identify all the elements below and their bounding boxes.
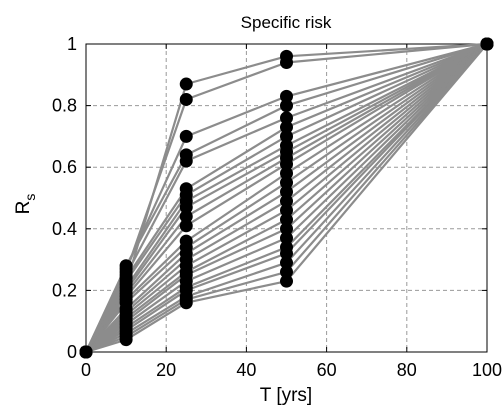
- data-point: [280, 203, 293, 217]
- data-point: [280, 213, 293, 227]
- data-point: [280, 240, 293, 254]
- data-point: [280, 111, 293, 125]
- data-point: [119, 265, 133, 279]
- data-point: [280, 194, 293, 208]
- data-point: [280, 231, 293, 245]
- data-point: [280, 222, 293, 236]
- y-axis-label: Rs: [13, 194, 38, 215]
- chart-title: Specific risk: [241, 13, 332, 32]
- data-point: [179, 234, 193, 248]
- data-point: [179, 77, 193, 91]
- data-point: [179, 92, 193, 106]
- y-tick-label: 1: [67, 34, 77, 54]
- y-tick-label: 0.8: [52, 96, 77, 116]
- x-tick-labels: 0 20 40 60 80 100: [81, 360, 502, 380]
- axis-ticks: [85, 43, 488, 353]
- x-tick-label: 40: [236, 360, 256, 380]
- data-point: [280, 265, 293, 279]
- x-tick-label: 80: [397, 360, 417, 380]
- data-point: [280, 89, 293, 103]
- data-point: [480, 37, 494, 51]
- data-point: [280, 49, 293, 63]
- y-tick-labels: 0 0.2 0.4 0.6 0.8 1: [52, 34, 77, 362]
- data-point: [280, 256, 293, 270]
- data-point: [179, 182, 193, 196]
- data-point: [280, 120, 293, 134]
- x-axis-label: T [yrs]: [260, 385, 312, 406]
- data-point: [280, 176, 293, 190]
- y-tick-label: 0.2: [52, 280, 77, 300]
- data-point: [179, 148, 193, 162]
- data-point: [179, 209, 193, 223]
- x-tick-label: 100: [472, 360, 502, 380]
- data-point: [280, 166, 293, 180]
- y-tick-label: 0.4: [52, 219, 77, 239]
- y-tick-label: 0.6: [52, 157, 77, 177]
- data-point: [280, 99, 293, 113]
- y-tick-label: 0: [67, 342, 77, 362]
- data-point: [280, 139, 293, 153]
- data-point: [119, 277, 133, 291]
- x-tick-label: 60: [317, 360, 337, 380]
- data-point: [179, 219, 193, 233]
- data-point: [280, 129, 293, 143]
- plot-border: [85, 43, 488, 353]
- data-point: [280, 185, 293, 199]
- x-tick-label: 0: [81, 360, 91, 380]
- data-point: [280, 274, 293, 288]
- series-markers: [79, 37, 494, 359]
- data-point: [179, 129, 193, 143]
- x-tick-label: 20: [156, 360, 176, 380]
- data-point: [79, 345, 93, 359]
